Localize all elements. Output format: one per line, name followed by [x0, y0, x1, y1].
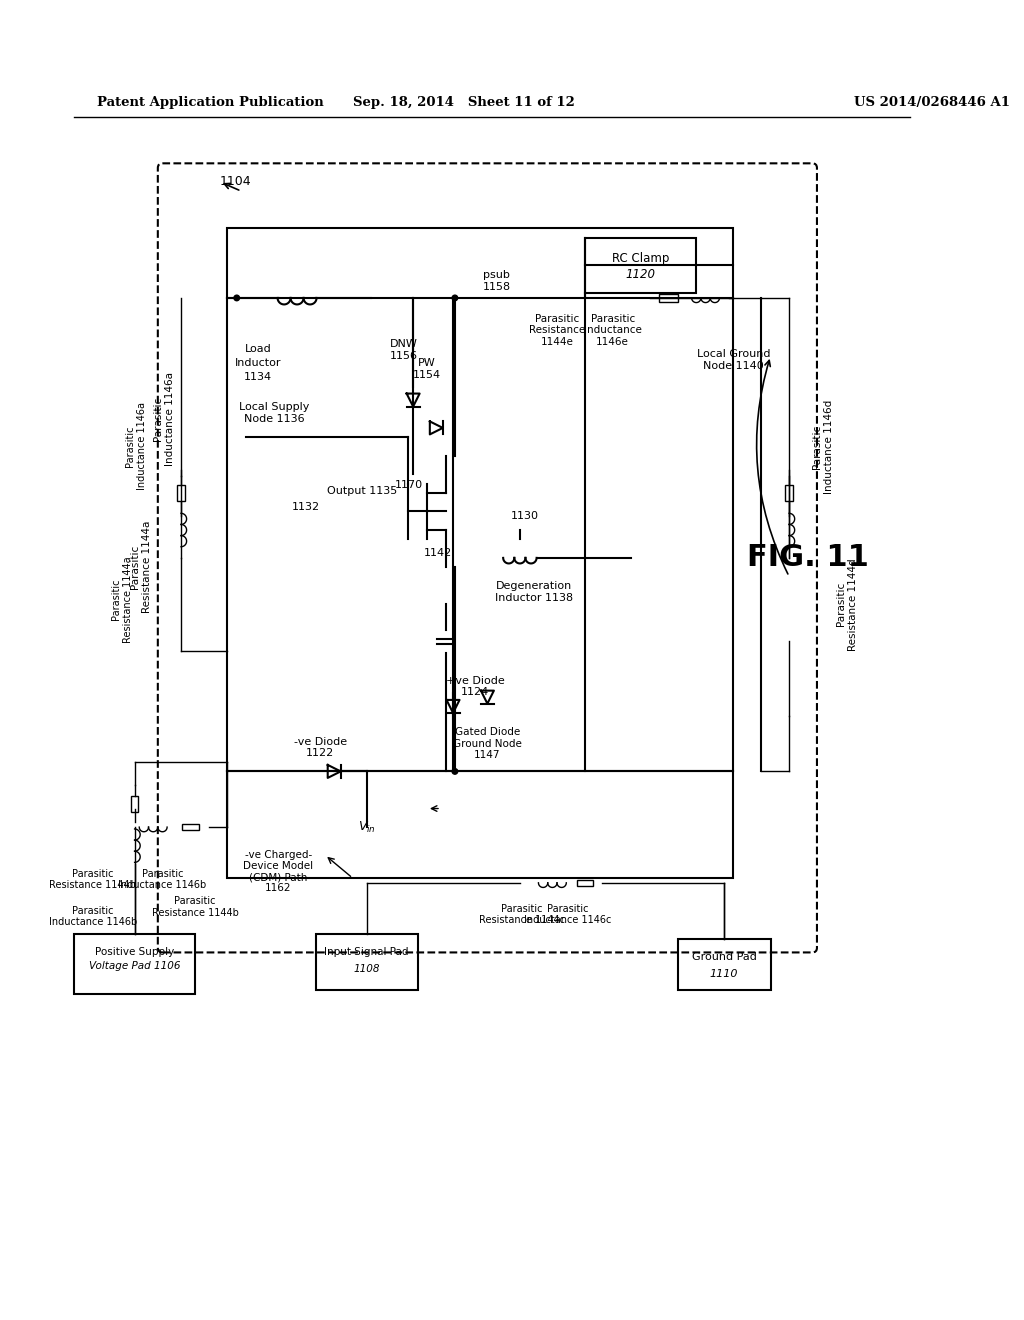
Text: 1146e: 1146e: [596, 337, 629, 347]
Text: DNW: DNW: [390, 339, 418, 350]
Text: Parasitic: Parasitic: [812, 424, 822, 469]
Text: 1120: 1120: [626, 268, 655, 281]
Text: Parasitic: Parasitic: [153, 396, 163, 441]
Text: Node 1136: Node 1136: [244, 413, 304, 424]
Text: Local Ground: Local Ground: [696, 348, 770, 359]
Text: 1154: 1154: [413, 370, 441, 380]
Text: Ground Pad: Ground Pad: [691, 952, 757, 962]
Text: 1142: 1142: [424, 548, 453, 558]
Text: Resistance 1144a: Resistance 1144a: [141, 521, 152, 614]
Text: Parasitic: Parasitic: [141, 869, 183, 879]
Text: 1144e: 1144e: [541, 337, 573, 347]
Text: 1110: 1110: [710, 969, 738, 979]
Text: Voltage Pad 1106: Voltage Pad 1106: [89, 961, 180, 972]
Text: Parasitic: Parasitic: [130, 545, 139, 589]
Text: Patent Application Publication: Patent Application Publication: [97, 96, 325, 110]
Bar: [177, 484, 184, 502]
Text: PW: PW: [418, 358, 436, 368]
Text: Resistance 1144d: Resistance 1144d: [848, 558, 858, 651]
Text: Parasitic: Parasitic: [72, 906, 114, 916]
Text: 1158: 1158: [482, 281, 511, 292]
Text: 1104: 1104: [220, 176, 252, 189]
Text: 1170: 1170: [394, 480, 423, 491]
Bar: [678, 939, 770, 990]
Text: 1130: 1130: [511, 511, 539, 521]
Text: Parasitic: Parasitic: [535, 314, 580, 325]
Text: Node 1140: Node 1140: [703, 360, 764, 371]
Text: Sep. 18, 2014   Sheet 11 of 12: Sep. 18, 2014 Sheet 11 of 12: [353, 96, 575, 110]
Text: FIG. 11: FIG. 11: [746, 544, 868, 573]
Text: Inductor 1138: Inductor 1138: [495, 593, 572, 603]
Text: 1124: 1124: [461, 688, 489, 697]
Text: Inductance 1146a: Inductance 1146a: [165, 372, 175, 466]
Circle shape: [453, 296, 458, 301]
Text: Resistance 1144b: Resistance 1144b: [152, 908, 239, 917]
Text: Parasitic: Parasitic: [836, 582, 846, 627]
Text: Inductance 1146a: Inductance 1146a: [137, 403, 147, 491]
Bar: [182, 824, 199, 830]
Text: Parasitic: Parasitic: [72, 869, 114, 879]
Circle shape: [453, 768, 458, 775]
Text: 1134: 1134: [244, 372, 272, 381]
Circle shape: [233, 296, 240, 301]
Text: Resistance 1144a: Resistance 1144a: [123, 556, 133, 643]
Text: RC Clamp: RC Clamp: [612, 252, 670, 264]
Text: Parasitic: Parasitic: [501, 904, 543, 913]
Text: Parasitic: Parasitic: [125, 426, 135, 467]
Text: Device Model: Device Model: [244, 861, 313, 871]
Text: psub: psub: [483, 269, 510, 280]
Text: 1147: 1147: [474, 750, 501, 760]
Text: 1132: 1132: [292, 502, 321, 512]
Bar: [577, 879, 593, 886]
Text: Inductor: Inductor: [234, 358, 282, 368]
Bar: [227, 228, 733, 878]
Text: (CDM) Path: (CDM) Path: [249, 873, 307, 882]
Text: Degeneration: Degeneration: [496, 581, 572, 591]
Text: Load: Load: [245, 345, 271, 354]
Text: Parasitic: Parasitic: [591, 314, 635, 325]
Text: Inductance 1146b: Inductance 1146b: [119, 879, 207, 890]
Text: Inductance 1146d: Inductance 1146d: [824, 400, 834, 494]
Text: Inductance 1146b: Inductance 1146b: [49, 917, 137, 927]
Text: Resistance 1144b: Resistance 1144b: [49, 879, 136, 890]
Text: Parasitic: Parasitic: [174, 896, 216, 907]
Text: 1122: 1122: [306, 748, 335, 758]
Bar: [785, 484, 793, 502]
Text: Input Signal Pad: Input Signal Pad: [325, 948, 409, 957]
Bar: [131, 796, 138, 812]
Text: 1156: 1156: [390, 351, 418, 362]
Bar: [585, 238, 696, 293]
Text: +ve Diode: +ve Diode: [445, 676, 505, 686]
Text: Inductance 1146c: Inductance 1146c: [524, 915, 612, 925]
Text: Inductance: Inductance: [584, 326, 642, 335]
Text: Parasitic: Parasitic: [548, 904, 589, 913]
Text: Ground Node: Ground Node: [453, 739, 522, 748]
Text: Resistance: Resistance: [528, 326, 585, 335]
Text: 1162: 1162: [265, 883, 292, 894]
Bar: [75, 933, 195, 994]
Bar: [315, 933, 418, 990]
Text: Gated Diode: Gated Diode: [455, 727, 520, 738]
Bar: [659, 294, 678, 302]
Text: Output 1135: Output 1135: [327, 486, 397, 496]
Text: Positive Supply: Positive Supply: [95, 948, 174, 957]
Text: -ve Diode: -ve Diode: [294, 737, 347, 747]
Text: $V_{in}$: $V_{in}$: [357, 820, 376, 834]
Text: Resistance 1144c: Resistance 1144c: [479, 915, 565, 925]
Text: Parasitic: Parasitic: [111, 579, 121, 620]
Text: 1108: 1108: [353, 964, 380, 974]
Text: -ve Charged-: -ve Charged-: [245, 850, 312, 859]
Text: US 2014/0268446 A1: US 2014/0268446 A1: [854, 96, 1010, 110]
Text: Local Supply: Local Supply: [239, 403, 309, 412]
